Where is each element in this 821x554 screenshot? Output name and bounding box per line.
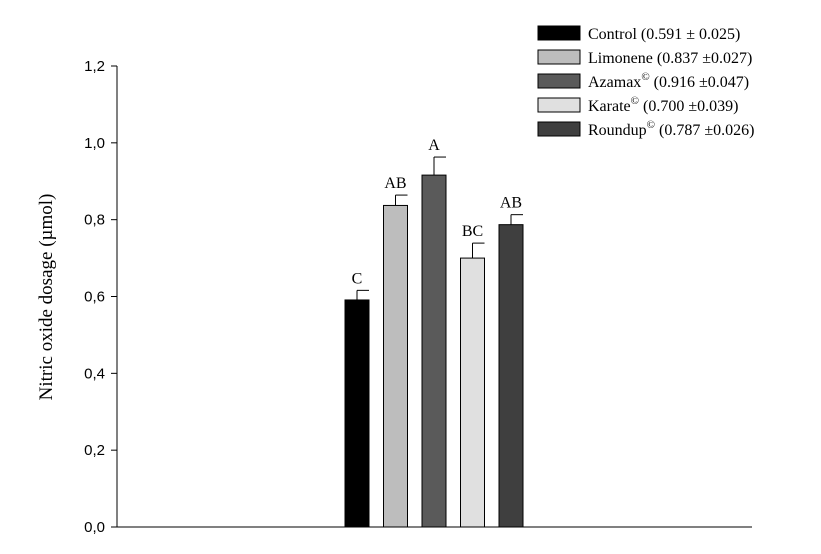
legend-item-karate: Karate© (0.700 ±0.039)	[588, 95, 738, 115]
significance-letter: C	[352, 270, 363, 287]
legend-item-azamax: Azamax© (0.916 ±0.047)	[588, 71, 749, 91]
y-tick-label: 0,6	[84, 289, 105, 306]
chart-legend: Control (0.591 ± 0.025) Limonene (0.837 ±…	[537, 25, 754, 139]
y-tick-label: 0,2	[84, 442, 105, 459]
significance-letter: A	[428, 137, 440, 154]
legend-item-control: Control (0.591 ± 0.025)	[588, 26, 740, 43]
legend-swatch	[537, 121, 581, 137]
bar-karate	[460, 257, 485, 528]
y-tick-label: 0,4	[84, 365, 105, 382]
legend-item-limonene: Limonene (0.837 ±0.027)	[588, 50, 752, 67]
legend-swatch	[537, 25, 581, 41]
bar-limonene	[383, 204, 408, 528]
y-tick-label: 0,8	[84, 212, 105, 229]
bar-control	[344, 299, 370, 528]
bar-azamax	[421, 174, 447, 528]
legend-swatch	[537, 49, 581, 65]
y-tick-label: 1,2	[84, 58, 105, 75]
legend-swatch	[537, 97, 581, 113]
chart-bars: C AB A BC AB	[344, 137, 524, 528]
significance-letter: BC	[462, 223, 483, 240]
y-tick-label: 0,0	[84, 519, 105, 536]
significance-letter: AB	[500, 195, 522, 212]
y-axis-label: Nitric oxide dosage (µmol)	[36, 194, 57, 401]
legend-swatch	[537, 73, 581, 89]
significance-letter: AB	[384, 175, 406, 192]
y-tick-label: 1,0	[84, 135, 105, 152]
chart-axes: 0,0 0,2 0,4 0,6 0,8 1,0 1,2	[84, 58, 752, 536]
legend-item-roundup: Roundup© (0.787 ±0.026)	[588, 119, 754, 139]
bar-roundup	[498, 224, 524, 528]
